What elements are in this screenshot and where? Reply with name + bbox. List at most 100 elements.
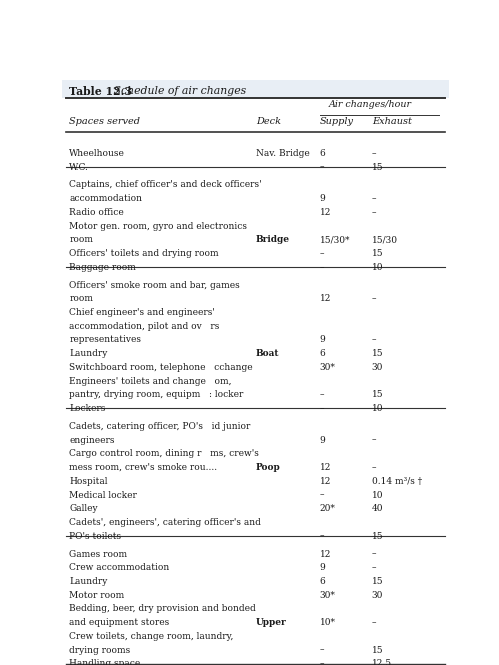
- Text: 15: 15: [372, 646, 383, 654]
- Text: Exhaust: Exhaust: [372, 116, 412, 126]
- Text: Galley: Galley: [69, 504, 98, 513]
- Text: 30: 30: [372, 591, 383, 600]
- Text: 30: 30: [372, 363, 383, 372]
- Text: 6: 6: [319, 577, 325, 586]
- Text: Cargo control room, dining r   ms, crew's: Cargo control room, dining r ms, crew's: [69, 450, 259, 458]
- Text: 15: 15: [372, 249, 383, 258]
- Text: accommodation: accommodation: [69, 194, 142, 203]
- Text: 15: 15: [372, 577, 383, 586]
- Text: 12: 12: [319, 463, 331, 472]
- Text: 12.5: 12.5: [372, 659, 392, 665]
- Text: 9: 9: [319, 563, 325, 573]
- Text: –: –: [372, 149, 376, 158]
- Text: 40: 40: [372, 504, 383, 513]
- Text: drying rooms: drying rooms: [69, 646, 131, 654]
- Text: Radio office: Radio office: [69, 208, 124, 217]
- Text: 12: 12: [319, 549, 331, 559]
- Text: accommodation, pilot and ov   rs: accommodation, pilot and ov rs: [69, 322, 220, 331]
- Text: Table 12.3: Table 12.3: [69, 86, 132, 98]
- Text: room: room: [69, 295, 93, 303]
- Text: Officers' smoke room and bar, games: Officers' smoke room and bar, games: [69, 281, 240, 289]
- Text: 15/30*: 15/30*: [319, 235, 350, 244]
- Text: 6: 6: [319, 149, 325, 158]
- Text: –: –: [319, 532, 324, 541]
- Text: Cadets', engineers', catering officer's and: Cadets', engineers', catering officer's …: [69, 518, 261, 527]
- Text: –: –: [372, 463, 376, 472]
- Text: –: –: [319, 659, 324, 665]
- Text: Motor room: Motor room: [69, 591, 125, 600]
- Text: –: –: [319, 404, 324, 413]
- Text: Bedding, beer, dry provision and bonded: Bedding, beer, dry provision and bonded: [69, 604, 256, 613]
- Text: Nav. Bridge: Nav. Bridge: [255, 149, 309, 158]
- Text: 10: 10: [372, 404, 383, 413]
- Text: 15/30: 15/30: [372, 235, 398, 244]
- Text: –: –: [372, 208, 376, 217]
- Text: –: –: [372, 335, 376, 344]
- Text: Baggage room: Baggage room: [69, 263, 136, 272]
- Text: W.C.: W.C.: [69, 162, 89, 172]
- Text: Motor gen. room, gyro and electronics: Motor gen. room, gyro and electronics: [69, 221, 248, 231]
- Text: Hospital: Hospital: [69, 477, 108, 486]
- Text: representatives: representatives: [69, 335, 141, 344]
- Text: 9: 9: [319, 436, 325, 445]
- Text: and equipment stores: and equipment stores: [69, 618, 170, 627]
- Text: Crew toilets, change room, laundry,: Crew toilets, change room, laundry,: [69, 632, 234, 641]
- Text: 12: 12: [319, 208, 331, 217]
- Text: Schedule of air changes: Schedule of air changes: [103, 86, 246, 96]
- Text: –: –: [319, 390, 324, 400]
- Text: 12: 12: [319, 295, 331, 303]
- Text: Engineers' toilets and change   om,: Engineers' toilets and change om,: [69, 376, 232, 386]
- Text: –: –: [319, 162, 324, 172]
- Text: Wheelhouse: Wheelhouse: [69, 149, 125, 158]
- Text: 9: 9: [319, 335, 325, 344]
- Text: –: –: [319, 263, 324, 272]
- Text: Games room: Games room: [69, 549, 127, 559]
- Text: Spaces served: Spaces served: [69, 116, 140, 126]
- Text: PO's toilets: PO's toilets: [69, 532, 121, 541]
- Text: –: –: [372, 436, 376, 445]
- Text: Bridge: Bridge: [255, 235, 290, 244]
- Text: Handling space: Handling space: [69, 659, 141, 665]
- Text: 30*: 30*: [319, 363, 335, 372]
- Text: 12: 12: [319, 477, 331, 486]
- Text: 10*: 10*: [319, 618, 335, 627]
- Text: Boat: Boat: [255, 349, 279, 358]
- Text: Crew accommodation: Crew accommodation: [69, 563, 170, 573]
- Text: –: –: [372, 618, 376, 627]
- Text: Medical locker: Medical locker: [69, 491, 137, 499]
- Text: –: –: [319, 491, 324, 499]
- Text: Cadets, catering officer, PO's   id junior: Cadets, catering officer, PO's id junior: [69, 422, 250, 431]
- Text: 15: 15: [372, 390, 383, 400]
- Text: 15: 15: [372, 349, 383, 358]
- Text: Switchboard room, telephone   cchange: Switchboard room, telephone cchange: [69, 363, 253, 372]
- Text: Poop: Poop: [255, 463, 280, 472]
- Text: Upper: Upper: [255, 618, 286, 627]
- Text: –: –: [372, 549, 376, 559]
- Text: 15: 15: [372, 162, 383, 172]
- Text: –: –: [319, 249, 324, 258]
- Text: Deck: Deck: [255, 116, 281, 126]
- Text: –: –: [372, 194, 376, 203]
- Text: Air changes/hour: Air changes/hour: [329, 100, 412, 109]
- Text: Officers' toilets and drying room: Officers' toilets and drying room: [69, 249, 219, 258]
- Text: 15: 15: [372, 532, 383, 541]
- Text: Chief engineer's and engineers': Chief engineer's and engineers': [69, 308, 215, 317]
- Text: Captains, chief officer's and deck officers': Captains, chief officer's and deck offic…: [69, 180, 262, 190]
- Text: –: –: [319, 646, 324, 654]
- Text: 10: 10: [372, 491, 383, 499]
- Text: Supply: Supply: [319, 116, 354, 126]
- FancyBboxPatch shape: [62, 80, 449, 98]
- Text: room: room: [69, 235, 93, 244]
- Text: Laundry: Laundry: [69, 577, 108, 586]
- Text: –: –: [372, 563, 376, 573]
- Text: 30*: 30*: [319, 591, 335, 600]
- Text: 0.14 m³/s †: 0.14 m³/s †: [372, 477, 422, 486]
- Text: 20*: 20*: [319, 504, 335, 513]
- Text: pantry, drying room, equipm   : locker: pantry, drying room, equipm : locker: [69, 390, 244, 400]
- Text: mess room, crew's smoke rou....: mess room, crew's smoke rou....: [69, 463, 218, 472]
- Text: 6: 6: [319, 349, 325, 358]
- Text: Lockers: Lockers: [69, 404, 106, 413]
- Text: –: –: [372, 295, 376, 303]
- Text: 9: 9: [319, 194, 325, 203]
- Text: 10: 10: [372, 263, 383, 272]
